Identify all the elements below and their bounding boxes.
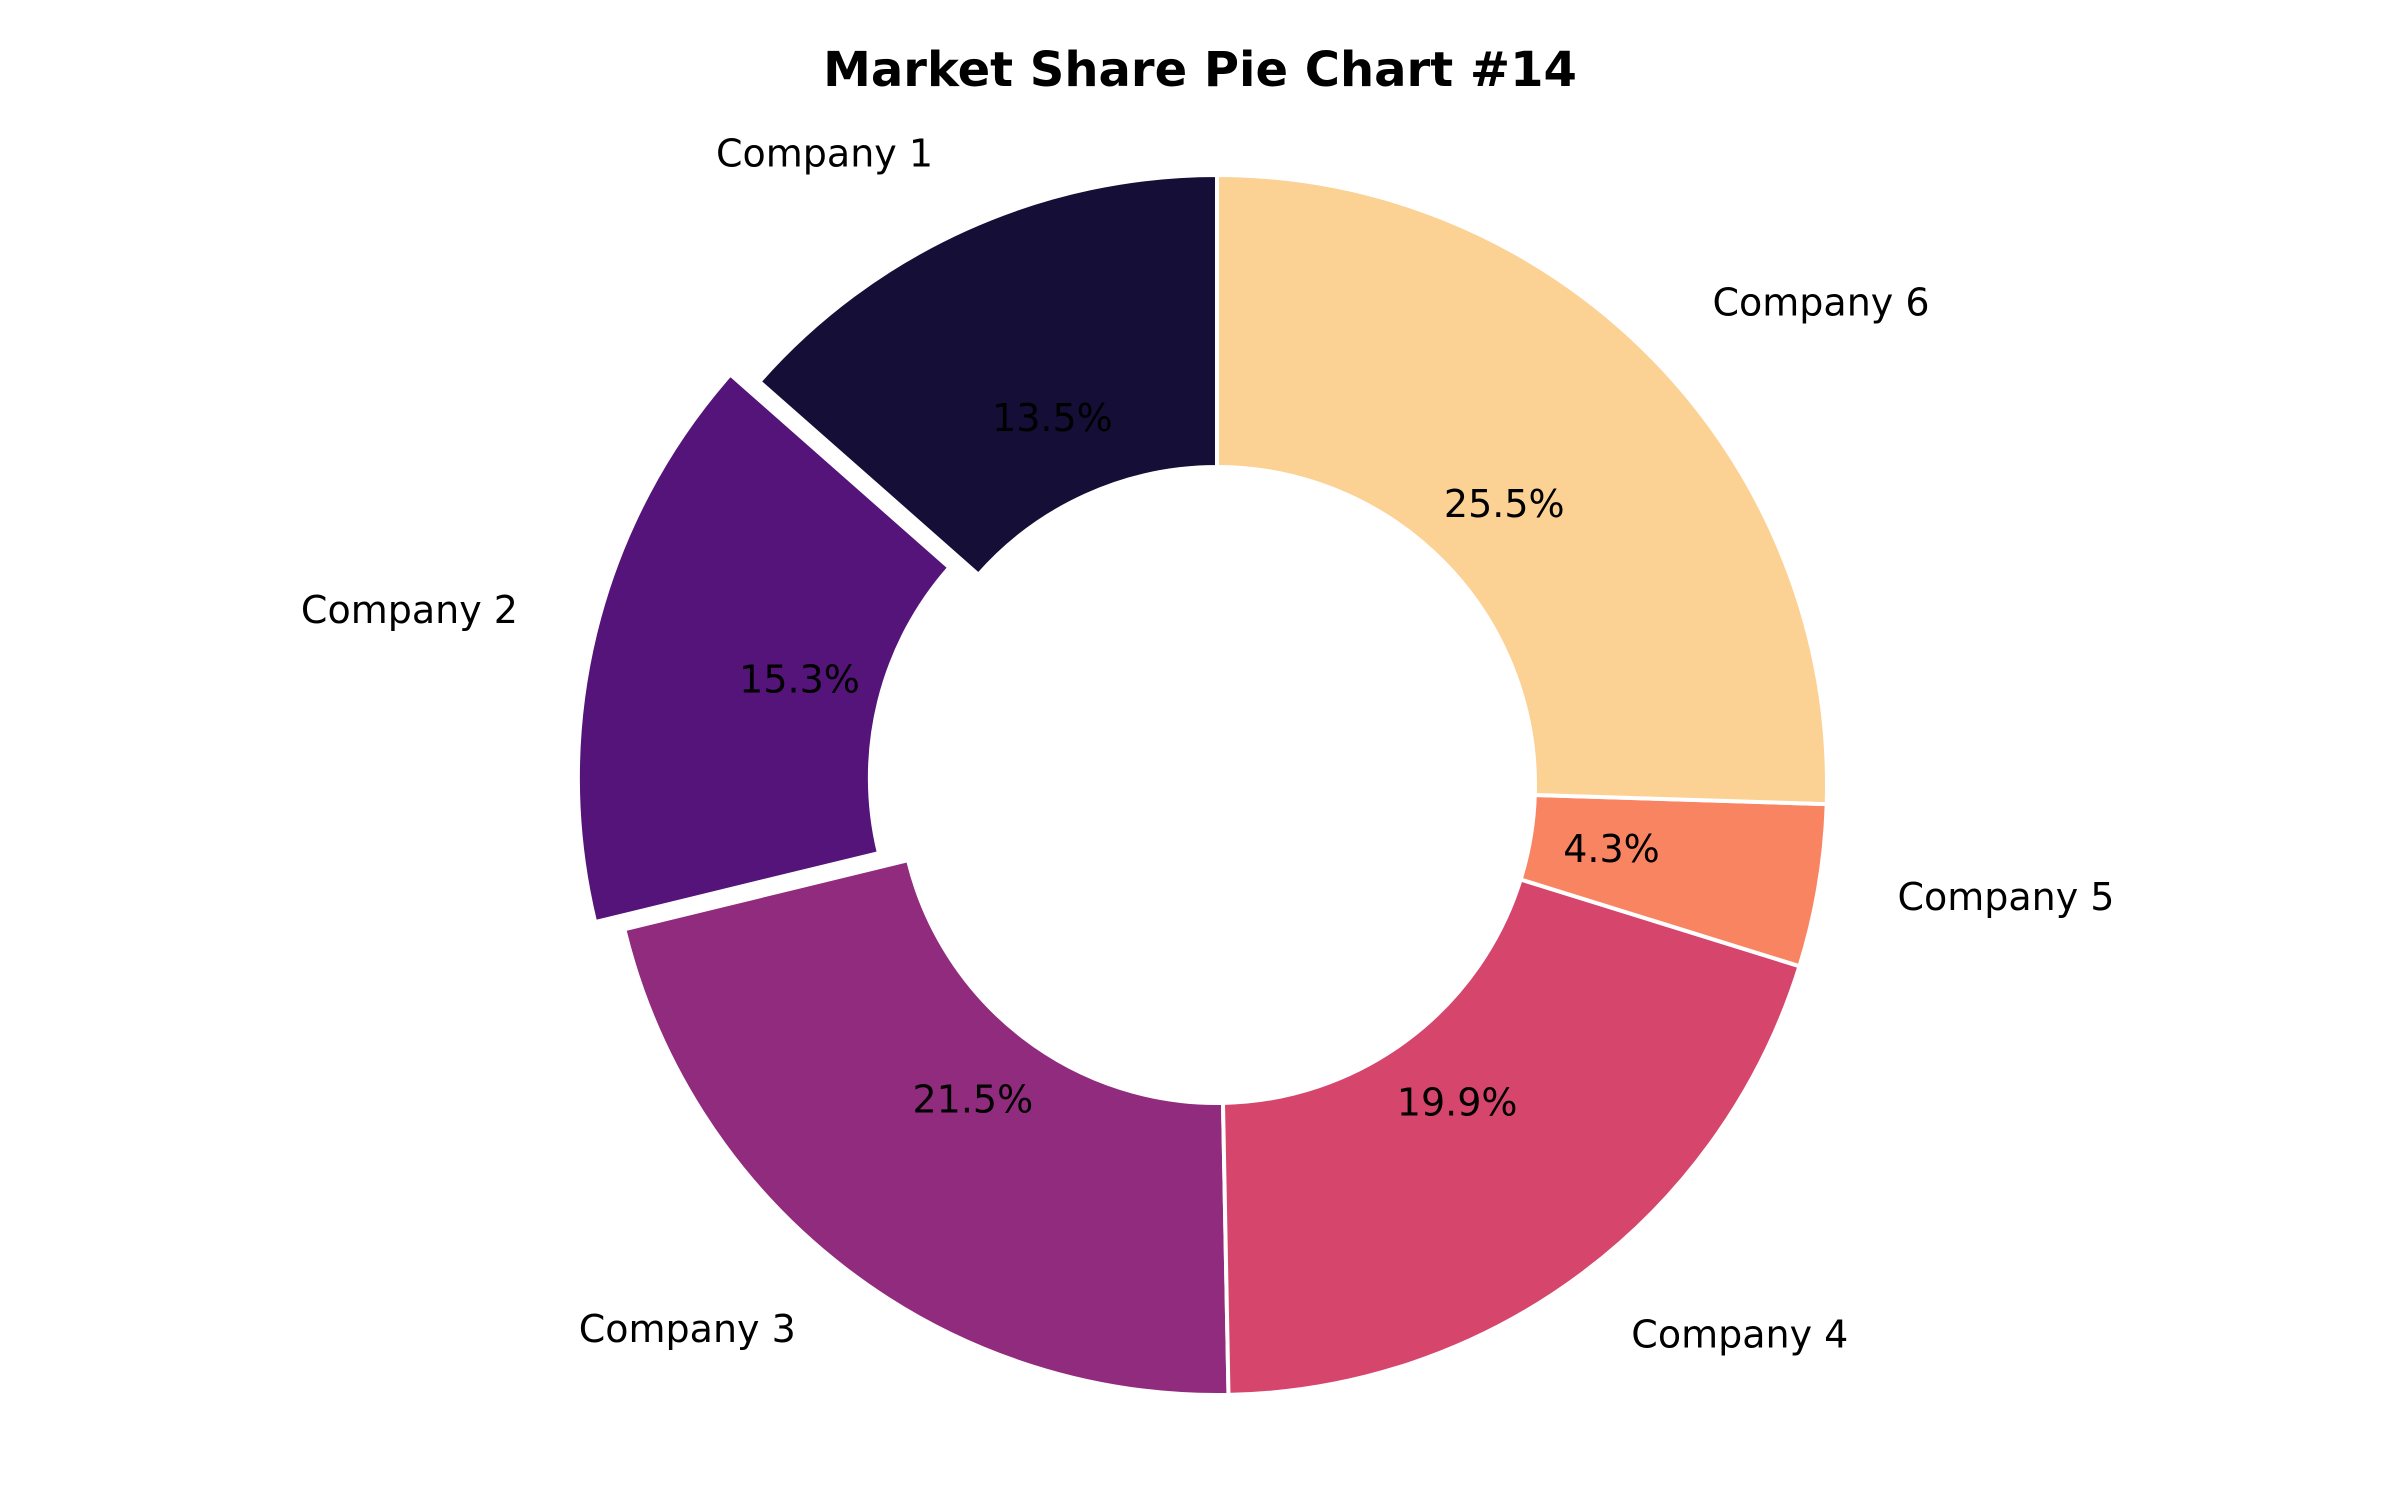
pie-slice-company-2 (575, 372, 952, 925)
pie-slice-company-1 (757, 173, 1219, 577)
slice-label: Company 3 (579, 1307, 796, 1351)
slice-percent-label: 21.5% (912, 1077, 1033, 1121)
slices-layer (575, 173, 1829, 1397)
labels-layer: Company 1 13.5% Company 2 15.3% Company 3 21.… (301, 132, 2115, 1357)
slice-percent-label: 19.9% (1397, 1080, 1518, 1124)
pie-slice-company-4 (1220, 877, 1802, 1397)
slice-percent-label: 15.3% (739, 657, 860, 701)
pie-slice-company-3 (622, 858, 1231, 1397)
slice-label: Company 5 (1897, 875, 2114, 919)
chart-title: Market Share Pie Chart #14 (823, 42, 1577, 98)
slice-percent-label: 13.5% (992, 396, 1113, 440)
slice-percent-label: 4.3% (1563, 827, 1660, 871)
slice-label: Company 4 (1631, 1312, 1848, 1356)
slice-label: Company 6 (1713, 280, 1930, 324)
pie-slice-company-6 (1215, 173, 1829, 807)
slice-label: Company 2 (301, 588, 518, 632)
slice-label: Company 1 (716, 132, 933, 176)
slice-percent-label: 25.5% (1444, 482, 1565, 526)
